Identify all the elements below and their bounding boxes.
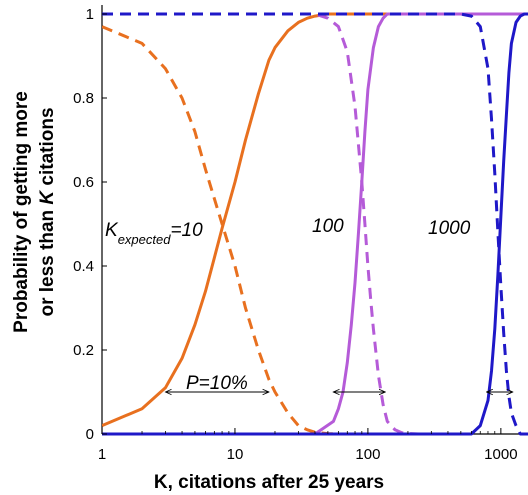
x-tick-label: 10: [227, 446, 244, 463]
annotation-k-expected: Kexpected=10: [105, 220, 203, 247]
y-axis-label-line1: Probability of getting more: [11, 91, 32, 333]
series-layer: [102, 12, 528, 436]
y-tick-label: 0.8: [73, 90, 94, 107]
annotation-1000: 1000: [428, 218, 471, 239]
y-tick-label: 0.2: [73, 342, 94, 359]
y-axis-label: Probability of getting more or less than…: [11, 91, 58, 333]
y-tick-label: 0.6: [73, 174, 94, 191]
annotation-p-10: P=10%: [186, 373, 248, 394]
series-line-1-solid: [102, 12, 528, 427]
series-line-4-dashed: [102, 12, 419, 436]
y-tick-label: 1: [86, 6, 94, 23]
series-line-5-solid: [102, 12, 528, 436]
series-line-6-dashed: [102, 12, 528, 436]
x-tick-label: 1: [98, 446, 106, 463]
x-tick-label: 1000: [484, 446, 517, 463]
y-tick-label: 0: [86, 426, 94, 443]
y-tick-label: 0.4: [73, 258, 94, 275]
x-axis-label: K, citations after 25 years: [154, 472, 384, 493]
y-axis-label-line2: or less than K citations: [37, 107, 58, 316]
series-line-2-dashed: [102, 25, 339, 436]
axes-layer: 0 0.2 0.4 0.6 0.8 1 1 10 100 1000: [73, 6, 517, 463]
x-tick-label: 100: [355, 446, 380, 463]
annotation-100: 100: [312, 216, 344, 237]
